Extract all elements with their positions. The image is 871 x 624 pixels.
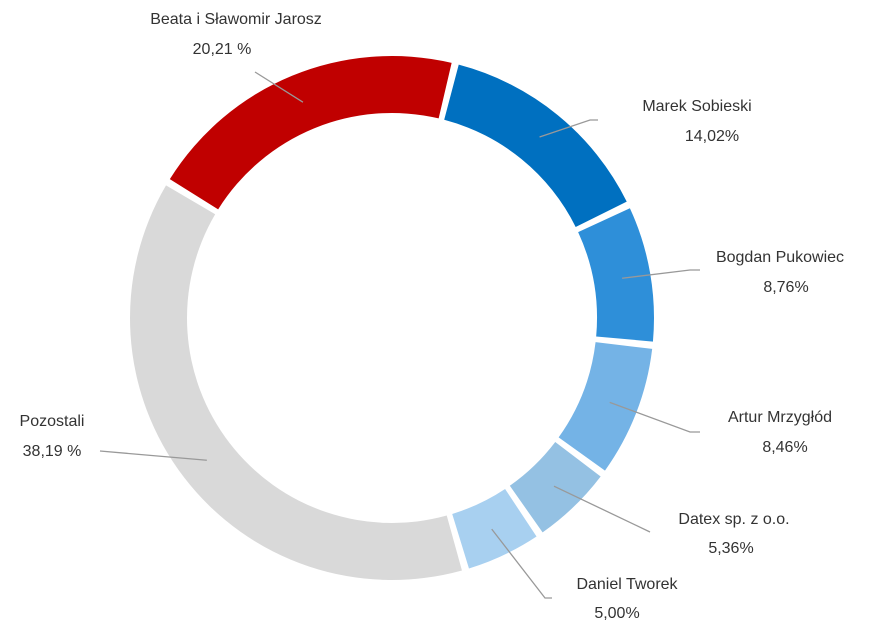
- leader-line: [553, 485, 651, 533]
- donut-segment: [452, 488, 537, 569]
- donut-segment: [444, 64, 627, 227]
- slice-value: 20,21 %: [193, 41, 252, 58]
- donut-segment: [130, 185, 462, 580]
- slice-label: Datex sp. z o.o.: [678, 511, 789, 528]
- leader-line: [609, 401, 700, 433]
- leader-line: [491, 528, 552, 599]
- slice-value: 5,36%: [708, 540, 753, 557]
- slice-value: 8,46%: [762, 439, 807, 456]
- leader-line: [539, 119, 598, 138]
- slice-label: Beata i Sławomir Jarosz: [150, 11, 322, 28]
- slice-value: 5,00%: [594, 605, 639, 622]
- slice-label: Marek Sobieski: [642, 98, 751, 115]
- leader-line: [254, 71, 304, 103]
- slice-value: 38,19 %: [23, 443, 82, 460]
- slice-label: Bogdan Pukowiec: [716, 249, 844, 266]
- leader-line: [99, 450, 207, 461]
- donut-segment: [169, 56, 452, 210]
- slice-value: 8,76%: [763, 279, 808, 296]
- slice-label: Pozostali: [20, 413, 85, 430]
- slice-value: 14,02%: [685, 128, 739, 145]
- leader-line: [622, 269, 700, 279]
- donut-segment: [558, 342, 653, 471]
- donut-segment: [578, 208, 654, 342]
- slice-label: Artur Mrzygłód: [728, 409, 832, 426]
- slice-label: Daniel Tworek: [576, 576, 678, 593]
